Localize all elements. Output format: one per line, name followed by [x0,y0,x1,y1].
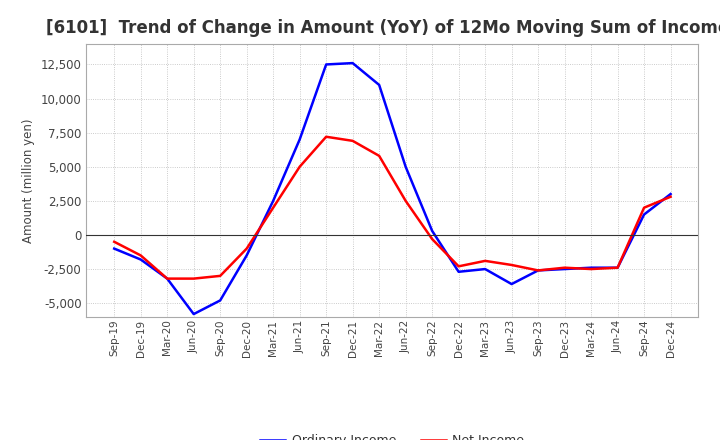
Ordinary Income [401,164,410,169]
Net Income [401,198,410,203]
Net Income [269,205,277,210]
Net Income [375,153,384,158]
Title: [6101]  Trend of Change in Amount (YoY) of 12Mo Moving Sum of Incomes: [6101] Trend of Change in Amount (YoY) o… [46,19,720,37]
Ordinary Income [110,246,119,251]
Net Income [481,258,490,264]
Ordinary Income [534,268,542,273]
Legend: Ordinary Income, Net Income: Ordinary Income, Net Income [256,429,529,440]
Ordinary Income [163,276,171,281]
Ordinary Income [587,265,595,270]
Net Income [243,246,251,251]
Net Income [110,239,119,244]
Net Income [163,276,171,281]
Net Income [322,134,330,139]
Net Income [534,268,542,273]
Ordinary Income [481,266,490,271]
Ordinary Income [189,312,198,317]
Ordinary Income [560,266,569,271]
Ordinary Income [613,265,622,270]
Ordinary Income [428,228,436,234]
Ordinary Income [269,198,277,203]
Ordinary Income [243,253,251,258]
Net Income [666,194,675,199]
Ordinary Income [348,60,357,66]
Net Income [613,265,622,270]
Net Income [348,138,357,143]
Ordinary Income [666,191,675,197]
Ordinary Income [136,257,145,262]
Ordinary Income [295,137,304,142]
Net Income [295,164,304,169]
Y-axis label: Amount (million yen): Amount (million yen) [22,118,35,242]
Net Income [587,266,595,271]
Line: Net Income: Net Income [114,137,670,279]
Net Income [189,276,198,281]
Ordinary Income [375,82,384,88]
Ordinary Income [322,62,330,67]
Ordinary Income [454,269,463,275]
Net Income [454,264,463,269]
Net Income [136,253,145,258]
Net Income [560,265,569,270]
Net Income [640,205,649,210]
Ordinary Income [508,282,516,287]
Line: Ordinary Income: Ordinary Income [114,63,670,314]
Ordinary Income [216,298,225,303]
Net Income [216,273,225,279]
Ordinary Income [640,212,649,217]
Net Income [508,262,516,268]
Net Income [428,236,436,242]
